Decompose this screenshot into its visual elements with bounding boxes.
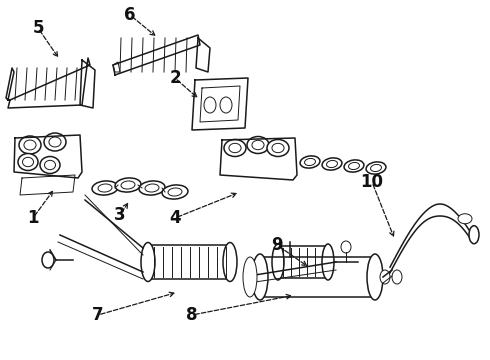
Polygon shape	[14, 135, 82, 178]
Text: 5: 5	[32, 19, 44, 37]
Polygon shape	[220, 138, 297, 180]
Text: 10: 10	[361, 173, 384, 191]
Text: 3: 3	[114, 206, 126, 224]
Text: 1: 1	[27, 209, 39, 227]
Ellipse shape	[42, 252, 54, 268]
Ellipse shape	[18, 153, 38, 171]
Ellipse shape	[469, 226, 479, 244]
Ellipse shape	[243, 257, 257, 297]
Ellipse shape	[92, 181, 118, 195]
Text: 7: 7	[92, 306, 104, 324]
Polygon shape	[113, 35, 200, 75]
Ellipse shape	[223, 243, 237, 282]
Ellipse shape	[40, 157, 60, 174]
Ellipse shape	[267, 140, 289, 157]
Polygon shape	[278, 246, 328, 278]
Ellipse shape	[247, 136, 269, 153]
Ellipse shape	[19, 136, 41, 154]
Polygon shape	[80, 60, 95, 108]
Ellipse shape	[458, 214, 472, 224]
Ellipse shape	[252, 254, 268, 300]
Ellipse shape	[341, 241, 351, 253]
Ellipse shape	[115, 178, 141, 192]
Ellipse shape	[322, 244, 334, 280]
Text: 2: 2	[169, 69, 181, 87]
Text: 9: 9	[271, 236, 283, 254]
Text: 4: 4	[169, 209, 181, 227]
Polygon shape	[8, 58, 90, 108]
Polygon shape	[6, 68, 14, 100]
Polygon shape	[192, 78, 248, 130]
Ellipse shape	[224, 140, 246, 157]
Ellipse shape	[344, 160, 364, 172]
Polygon shape	[196, 38, 210, 72]
Ellipse shape	[322, 158, 342, 170]
Ellipse shape	[44, 133, 66, 151]
Ellipse shape	[139, 181, 165, 195]
Polygon shape	[20, 175, 75, 195]
Polygon shape	[260, 257, 375, 297]
Text: 8: 8	[186, 306, 198, 324]
Ellipse shape	[300, 156, 320, 168]
Ellipse shape	[272, 244, 284, 280]
Ellipse shape	[367, 254, 383, 300]
Ellipse shape	[162, 185, 188, 199]
Polygon shape	[148, 245, 230, 279]
Ellipse shape	[366, 162, 386, 174]
Ellipse shape	[392, 270, 402, 284]
Text: 6: 6	[124, 6, 136, 24]
Ellipse shape	[141, 243, 155, 282]
Ellipse shape	[380, 270, 390, 284]
